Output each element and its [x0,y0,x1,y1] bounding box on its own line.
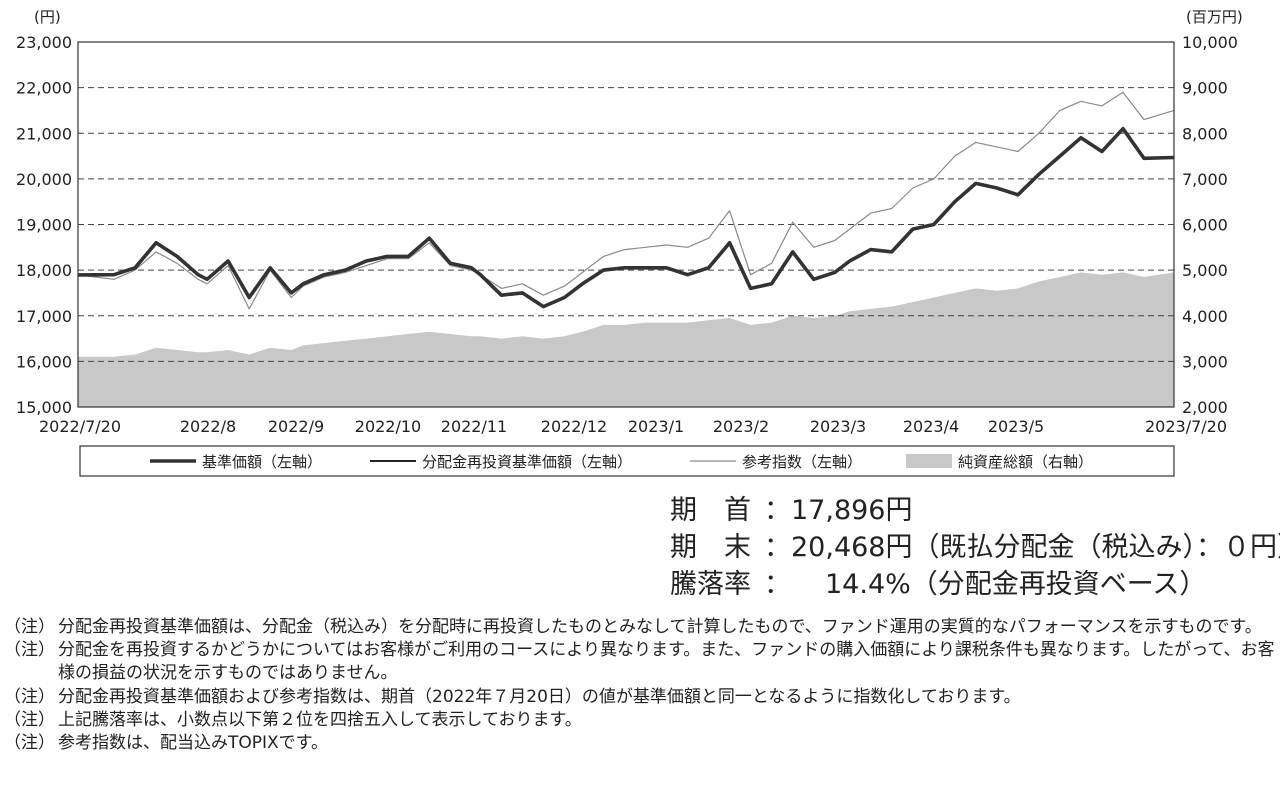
x-tick-label: 2023/1 [628,417,684,436]
note-mark: （注） [4,617,55,637]
right-tick-label: 5,000 [1182,261,1228,280]
left-tick-label: 18,000 [16,261,72,280]
end-value: 20,468円 [791,532,913,563]
rate-sep: ： [764,569,791,600]
left-tick-label: 23,000 [16,33,72,52]
x-tick-label: 2023/3 [810,417,866,436]
right-tick-label: 2,000 [1182,398,1228,417]
plot-frame [77,41,1175,408]
left-tick-label: 15,000 [16,398,72,417]
note-item: （注） 分配金再投資基準価額および参考指数は、期首（2022年７月20日）の値が基… [4,686,1276,709]
end-note: （既払分配金（税込み）：０円） [912,532,1280,563]
x-tick-label: 2023/5 [988,417,1044,436]
right-tick-label: 10,000 [1182,33,1238,52]
right-tick-label: 8,000 [1182,124,1228,143]
right-tick-label: 7,000 [1182,170,1228,189]
left-tick-label: 22,000 [16,79,72,98]
right-tick-label: 3,000 [1182,352,1228,371]
summary-end-row: 期 末 ： 20,468円 （既払分配金（税込み）：０円） [670,529,1280,566]
x-tick-label: 2022/12 [541,417,607,436]
x-tick-label: 2022/8 [180,417,236,436]
series-area-net-assets [78,272,1174,407]
series-line-thick [77,126,1175,309]
note-text: 参考指数は、配当込みTOPIXです。 [58,733,328,754]
legend-label: 純資産総額（右軸） [958,453,1093,471]
note-mark: （注） [4,709,55,730]
x-tick-label: 2022/9 [268,417,324,436]
note-item: （注） 参考指数は、配当込みTOPIXです。 [4,732,1276,755]
x-tick-label: 2023/4 [903,417,959,436]
summary-start-row: 期 首 ： 17,896円 [670,492,1280,529]
rate-value: 14.4% [825,569,911,600]
start-label: 期 首 [670,495,751,526]
left-tick-label: 17,000 [16,307,72,326]
note-mark: （注） [4,686,55,707]
note-item: （注） 分配金再投資基準価額は、分配金（税込み）を分配時に再投資したものとみなして… [4,616,1276,639]
note-text: 分配金を再投資するかどうかについてはお客様がご利用のコースにより異なります。また… [58,640,1275,684]
legend-box [79,445,1175,477]
legend-swatch [906,454,952,468]
summary-rate-row: 騰落率 ： 14.4% （分配金再投資ベース） [670,566,1280,603]
x-tick-label: 2022/7/20 [39,417,121,436]
start-sep: ： [764,495,791,526]
note-mark: （注） [4,733,55,754]
notes-section: （注） 分配金再投資基準価額は、分配金（税込み）を分配時に再投資したものとみなして… [4,616,1276,755]
note-text: 分配金再投資基準価額は、分配金（税込み）を分配時に再投資したものとみなして計算し… [58,617,1262,637]
left-tick-label: 19,000 [16,216,72,235]
right-tick-label: 4,000 [1182,307,1228,326]
period-summary: 期 首： 17,896円 期 末： 20,468円 （既払分配金（税込み）：０円） 騰… [670,492,1280,603]
start-value: 17,896円 [791,495,913,526]
x-tick-label: 2023/2 [713,417,769,436]
note-text: 上記騰落率は、小数点以下第２位を四捨五入して表示しております。 [58,709,582,730]
left-tick-label: 21,000 [16,124,72,143]
right-tick-label: 6,000 [1182,216,1228,235]
right-tick-label: 9,000 [1182,79,1228,98]
left-axis-unit: (円) [34,8,61,26]
series-line-medium [77,127,1175,308]
end-sep: ： [764,532,791,563]
x-tick-label: 2022/11 [441,417,507,436]
x-tick-label: 2022/10 [355,417,421,436]
end-label: 期 末 [670,532,751,563]
note-text: 分配金再投資基準価額および参考指数は、期首（2022年７月20日）の値が基準価額… [58,686,1021,707]
note-item: （注） 分配金を再投資するかどうかについてはお客様がご利用のコースにより異なります… [4,639,1276,685]
left-tick-label: 20,000 [16,170,72,189]
series-line-thin [77,91,1175,310]
legend-label: 参考指数（左軸） [742,453,862,471]
legend-label: 基準価額（左軸） [202,453,322,471]
note-mark: （注） [4,640,55,661]
rate-label: 騰落率 [670,569,751,600]
note-item: （注） 上記騰落率は、小数点以下第２位を四捨五入して表示しております。 [4,709,1276,732]
performance-chart: 15,000 16,000 17,000 18,000 19,000 20,000 21,0… [16,8,1243,477]
x-tick-label: 2023/7/20 [1145,417,1227,436]
left-tick-label: 16,000 [16,352,72,371]
rate-note: （分配金再投資ベース） [910,569,1207,600]
legend-label: 分配金再投資基準価額（左軸） [422,453,632,471]
right-axis-unit: (百万円) [1186,8,1243,26]
